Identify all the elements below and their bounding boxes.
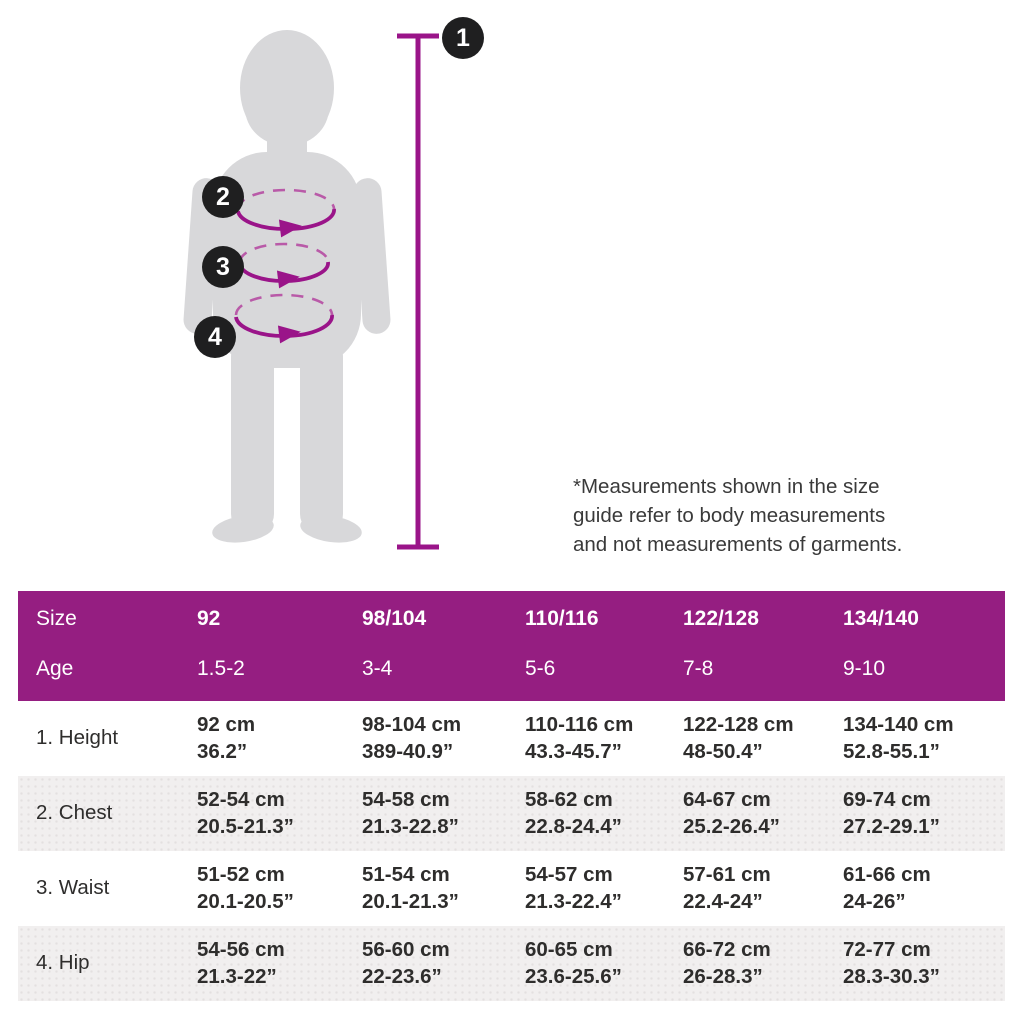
callout-number: 3 (216, 252, 230, 281)
cell-height-92: 92 cm 36.2” (197, 713, 256, 763)
cell-hip-92: 54-56 cm 21.3-22” (197, 938, 285, 988)
cell-height-98-104: 98-104 cm 389-40.9” (362, 713, 462, 763)
cell-hip-134-140: 72-77 cm 28.3-30.3” (843, 938, 940, 988)
table-row-hip: 4. Hip 54-56 cm 21.3-22” 56-60 cm 22-23.… (18, 926, 1005, 1001)
age-row-label: Age (36, 657, 74, 680)
callout-badge-waist: 3 (202, 246, 244, 288)
age-value: 3-4 (362, 657, 393, 680)
callout-badge-chest: 2 (202, 176, 244, 218)
cell-chest-110-116: 58-62 cm 22.8-24.4” (525, 788, 622, 838)
cell-height-122-128: 122-128 cm 48-50.4” (683, 713, 794, 763)
age-value: 1.5-2 (197, 657, 245, 680)
size-row-label: Size (36, 607, 77, 630)
size-value: 134/140 (843, 607, 919, 630)
height-measure-line (397, 33, 439, 550)
cell-hip-110-116: 60-65 cm 23.6-25.6” (525, 938, 622, 988)
cell-height-110-116: 110-116 cm 43.3-45.7” (525, 713, 634, 763)
callout-number: 1 (456, 23, 470, 52)
cell-waist-110-116: 54-57 cm 21.3-22.4” (525, 863, 622, 913)
note-line: guide refer to body measurements (573, 504, 886, 527)
cell-waist-92: 51-52 cm 20.1-20.5” (197, 863, 294, 913)
row-label: 3. Waist (36, 876, 110, 899)
row-label: 2. Chest (36, 801, 113, 824)
table-row-height: 1. Height 92 cm 36.2” 98-104 cm 389-40.9… (18, 701, 1005, 776)
callout-badge-hip: 4 (194, 316, 236, 358)
row-label: 4. Hip (36, 951, 90, 974)
header-age-row: Age 1.5-2 3-4 5-6 7-8 9-10 (18, 657, 1005, 681)
cell-chest-122-128: 64-67 cm 25.2-26.4” (683, 788, 780, 838)
table-row-chest: 2. Chest 52-54 cm 20.5-21.3” 54-58 cm 21… (18, 776, 1005, 851)
table-row-waist: 3. Waist 51-52 cm 20.1-20.5” 51-54 cm 20… (18, 851, 1005, 926)
cell-chest-98-104: 54-58 cm 21.3-22.8” (362, 788, 459, 838)
note-line: and not measurements of garments. (573, 533, 903, 556)
hip-measure-arc (234, 293, 334, 344)
cell-waist-98-104: 51-54 cm 20.1-21.3” (362, 863, 459, 913)
child-silhouette (183, 30, 391, 543)
waist-measure-arc (238, 242, 330, 289)
age-value: 9-10 (843, 657, 886, 680)
cell-chest-134-140: 69-74 cm 27.2-29.1” (843, 788, 940, 838)
header-size-row: Size 92 98/104 110/116 122/128 134/140 (18, 607, 1005, 631)
size-value: 98/104 (362, 607, 427, 630)
callout-badge-height: 1 (442, 17, 484, 59)
size-value: 122/128 (683, 607, 759, 630)
size-table: Size 92 98/104 110/116 122/128 134/140 A… (18, 591, 1005, 1001)
child-silhouette-diagram (183, 30, 439, 550)
note-line: *Measurements shown in the size (573, 475, 880, 498)
cell-waist-122-128: 57-61 cm 22.4-24” (683, 863, 771, 913)
age-value: 5-6 (525, 657, 556, 680)
size-value: 92 (197, 607, 221, 630)
age-value: 7-8 (683, 657, 714, 680)
row-label: 1. Height (36, 726, 119, 749)
cell-hip-98-104: 56-60 cm 22-23.6” (362, 938, 450, 988)
cell-hip-122-128: 66-72 cm 26-28.3” (683, 938, 771, 988)
size-guide-figure: 1 2 3 4 *Measurements shown in the size … (183, 17, 953, 559)
measurement-note: *Measurements shown in the size guide re… (573, 472, 953, 559)
cell-height-134-140: 134-140 cm 52.8-55.1” (843, 713, 954, 763)
callout-number: 4 (208, 322, 222, 351)
size-value: 110/116 (525, 607, 599, 630)
callout-number: 2 (216, 182, 230, 211)
cell-chest-92: 52-54 cm 20.5-21.3” (197, 788, 294, 838)
size-table-header: Size 92 98/104 110/116 122/128 134/140 A… (18, 591, 1005, 701)
cell-waist-134-140: 61-66 cm 24-26” (843, 863, 931, 913)
